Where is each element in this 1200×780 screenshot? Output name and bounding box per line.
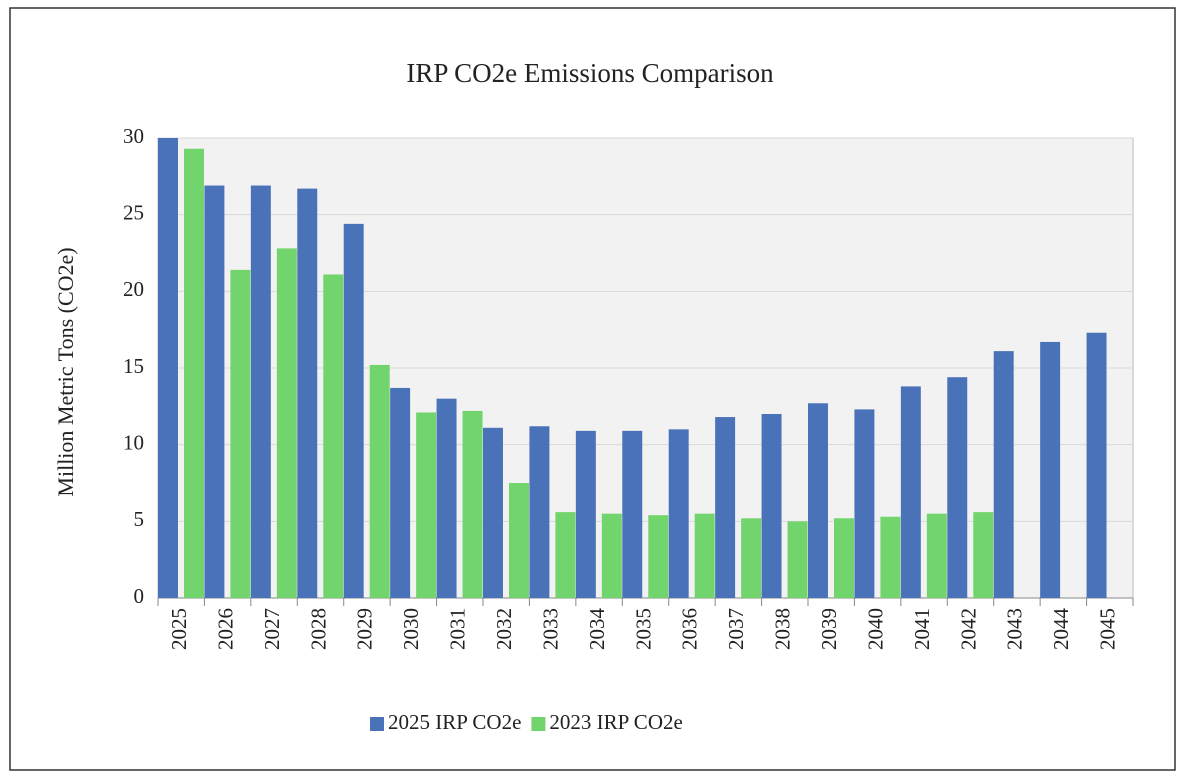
bar	[436, 398, 457, 598]
y-tick-label: 15	[123, 354, 144, 378]
y-tick-label: 0	[134, 584, 145, 608]
x-tick-label: 2025	[167, 608, 191, 650]
bar	[250, 185, 271, 599]
bar	[390, 387, 411, 598]
x-tick-label: 2043	[1003, 608, 1027, 650]
bar	[947, 377, 968, 598]
bar	[1086, 332, 1107, 598]
y-tick-label: 10	[123, 430, 144, 454]
bar	[648, 515, 669, 598]
bar	[343, 223, 364, 598]
bar	[601, 513, 622, 598]
y-tick-label: 20	[123, 277, 144, 301]
x-tick-label: 2037	[724, 608, 748, 650]
bar	[834, 518, 854, 598]
y-tick-label: 30	[123, 124, 144, 148]
bar	[715, 417, 736, 598]
x-tick-label: 2029	[353, 608, 377, 650]
x-tick-label: 2035	[631, 608, 655, 650]
x-tick-label: 2039	[817, 608, 841, 650]
bar	[808, 403, 828, 598]
x-tick-label: 2032	[492, 608, 516, 650]
bar	[1040, 341, 1061, 598]
x-tick-label: 2044	[1049, 608, 1073, 651]
bar	[973, 512, 994, 598]
legend-label: 2023 IRP CO2e	[549, 710, 682, 734]
bar	[230, 269, 251, 598]
bar	[184, 148, 204, 598]
bar	[926, 513, 947, 598]
bar	[462, 410, 483, 598]
legend-label: 2025 IRP CO2e	[388, 710, 521, 734]
x-tick-label: 2026	[213, 608, 237, 650]
y-tick-label: 25	[123, 200, 144, 224]
x-tick-label: 2040	[863, 608, 887, 650]
x-tick-label: 2034	[585, 608, 609, 651]
bar	[880, 516, 901, 598]
bar	[694, 513, 715, 598]
x-tick-label: 2028	[306, 608, 330, 650]
bar	[529, 426, 550, 598]
bar	[761, 414, 782, 598]
x-tick-label: 2033	[538, 608, 562, 650]
bar	[622, 430, 643, 598]
x-tick-label: 2042	[956, 608, 980, 650]
y-tick-label: 5	[134, 507, 145, 531]
x-tick-label: 2041	[910, 608, 934, 650]
bar	[741, 518, 762, 598]
bar	[323, 274, 344, 598]
bar	[276, 248, 297, 598]
x-tick-label: 2027	[260, 608, 284, 650]
bar	[483, 427, 503, 598]
bar	[204, 185, 225, 599]
bar	[416, 412, 437, 598]
bar	[575, 430, 596, 598]
bar	[787, 521, 808, 598]
x-tick-label: 2045	[1096, 608, 1120, 650]
x-tick-label: 2036	[678, 608, 702, 650]
bar	[668, 429, 689, 598]
bar	[900, 386, 921, 598]
bar	[297, 188, 318, 598]
bar	[555, 512, 576, 598]
x-tick-label: 2030	[399, 608, 423, 650]
bar	[509, 483, 529, 598]
bar	[993, 351, 1014, 598]
x-tick-label: 2031	[446, 608, 470, 650]
bar	[158, 138, 178, 598]
bar	[369, 364, 390, 598]
legend-swatch	[370, 717, 384, 731]
x-tick-label: 2038	[771, 608, 795, 650]
y-axis-label: Million Metric Tons (CO2e)	[53, 247, 78, 496]
chart-title: IRP CO2e Emissions Comparison	[406, 58, 774, 88]
bar	[854, 409, 875, 598]
legend-swatch	[531, 717, 546, 731]
